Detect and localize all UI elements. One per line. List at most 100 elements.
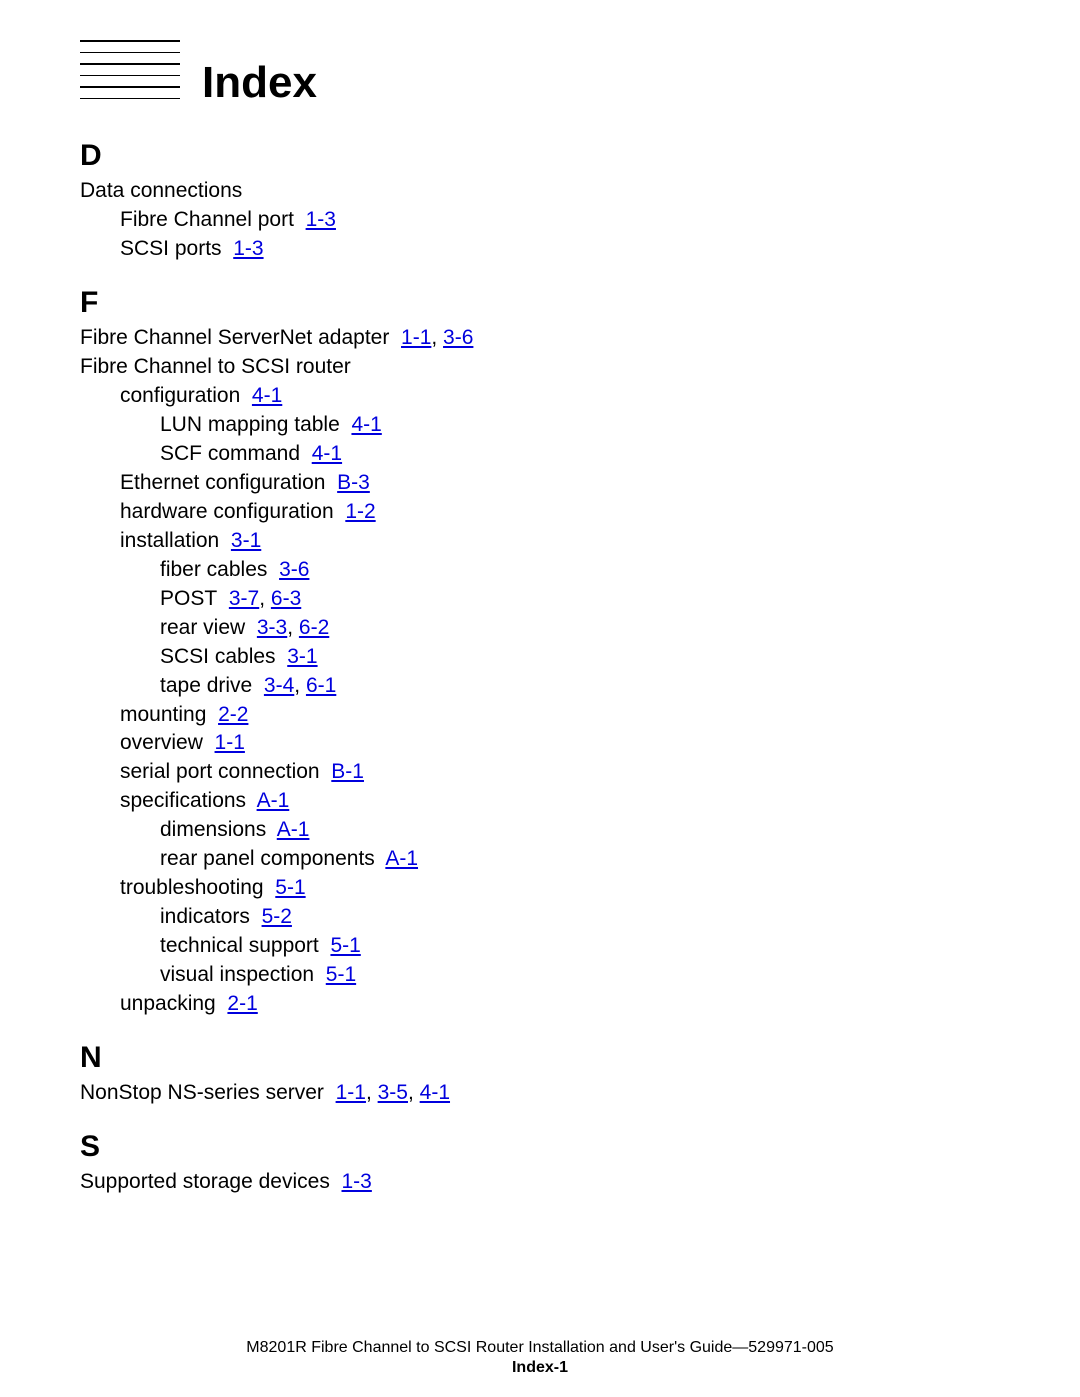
- index-entry-text: SCF command: [160, 442, 300, 465]
- index-entry: rear view 3-3, 6-2: [160, 614, 1000, 643]
- index-entry: configuration 4-1: [120, 382, 1000, 411]
- index-entry: Fibre Channel port 1-3: [120, 206, 1000, 235]
- index-page-ref[interactable]: 3-1: [287, 645, 317, 668]
- index-page-ref[interactable]: 6-3: [271, 587, 301, 610]
- index-page-ref[interactable]: 1-3: [342, 1170, 372, 1193]
- index-page-ref[interactable]: 3-6: [279, 558, 309, 581]
- decorative-line: [80, 75, 180, 77]
- section-letter: N: [80, 1041, 1000, 1075]
- index-entry: rear panel components A-1: [160, 845, 1000, 874]
- index-page-ref[interactable]: 1-1: [401, 326, 431, 349]
- index-page-ref[interactable]: 6-2: [299, 616, 329, 639]
- index-entry-text: NonStop NS-series server: [80, 1081, 324, 1104]
- index-entry-text: SCSI ports: [120, 237, 222, 260]
- index-entry-text: SCSI cables: [160, 645, 276, 668]
- index-entry: overview 1-1: [120, 729, 1000, 758]
- section-letter: D: [80, 139, 1000, 173]
- index-page-ref[interactable]: 2-1: [227, 992, 257, 1015]
- index-entry: POST 3-7, 6-3: [160, 585, 1000, 614]
- section-letter: F: [80, 286, 1000, 320]
- index-page-ref[interactable]: 5-2: [262, 905, 292, 928]
- index-entry-text: LUN mapping table: [160, 413, 340, 436]
- index-entry: mounting 2-2: [120, 701, 1000, 730]
- decorative-line: [80, 40, 180, 42]
- index-entry: specifications A-1: [120, 787, 1000, 816]
- decorative-line: [80, 86, 180, 88]
- index-entry: installation 3-1: [120, 527, 1000, 556]
- ref-separator: ,: [431, 326, 443, 349]
- page-title: Index: [202, 61, 317, 107]
- index-page-ref[interactable]: A-1: [257, 789, 290, 812]
- index-entry-text: installation: [120, 529, 219, 552]
- ref-separator: ,: [287, 616, 299, 639]
- index-entry: LUN mapping table 4-1: [160, 411, 1000, 440]
- index-entry: serial port connection B-1: [120, 758, 1000, 787]
- index-page-ref[interactable]: 3-5: [378, 1081, 408, 1104]
- index-entry: NonStop NS-series server 1-1, 3-5, 4-1: [80, 1079, 1000, 1108]
- index-page-ref[interactable]: B-1: [331, 760, 364, 783]
- index-body: DData connectionsFibre Channel port 1-3S…: [80, 139, 1000, 1197]
- index-page-ref[interactable]: 3-7: [229, 587, 259, 610]
- index-entry: Fibre Channel to SCSI router: [80, 353, 1000, 382]
- index-page-ref[interactable]: 4-1: [312, 442, 342, 465]
- ref-separator: ,: [408, 1081, 420, 1104]
- index-page-ref[interactable]: 5-1: [326, 963, 356, 986]
- footer-page-number: Index-1: [0, 1359, 1080, 1377]
- index-entry: SCF command 4-1: [160, 440, 1000, 469]
- index-entry-text: hardware configuration: [120, 500, 334, 523]
- page-footer: M8201R Fibre Channel to SCSI Router Inst…: [0, 1339, 1080, 1377]
- index-entry-text: visual inspection: [160, 963, 314, 986]
- index-page-ref[interactable]: 5-1: [330, 934, 360, 957]
- index-entry: fiber cables 3-6: [160, 556, 1000, 585]
- decorative-line: [80, 52, 180, 54]
- index-page-ref[interactable]: 5-1: [275, 876, 305, 899]
- index-page-ref[interactable]: 2-2: [218, 703, 248, 726]
- index-page-ref[interactable]: 1-1: [336, 1081, 366, 1104]
- index-page-ref[interactable]: 4-1: [252, 384, 282, 407]
- index-entry: unpacking 2-1: [120, 990, 1000, 1019]
- index-page-ref[interactable]: A-1: [277, 818, 310, 841]
- index-page-ref[interactable]: 3-3: [257, 616, 287, 639]
- index-page-ref[interactable]: B-3: [337, 471, 370, 494]
- index-page-ref[interactable]: 3-1: [231, 529, 261, 552]
- index-entry-text: rear view: [160, 616, 245, 639]
- index-entry-text: POST: [160, 587, 217, 610]
- index-entry: tape drive 3-4, 6-1: [160, 672, 1000, 701]
- index-entry-text: rear panel components: [160, 847, 375, 870]
- index-entry-text: Fibre Channel to SCSI router: [80, 355, 351, 378]
- index-entry: hardware configuration 1-2: [120, 498, 1000, 527]
- ref-separator: ,: [294, 674, 306, 697]
- index-entry: Ethernet configuration B-3: [120, 469, 1000, 498]
- index-page-ref[interactable]: 1-3: [306, 208, 336, 231]
- index-entry: technical support 5-1: [160, 932, 1000, 961]
- index-page-ref[interactable]: 4-1: [351, 413, 381, 436]
- decorative-line: [80, 63, 180, 65]
- index-entry-text: tape drive: [160, 674, 252, 697]
- index-page-ref[interactable]: 3-4: [264, 674, 294, 697]
- index-entry-text: overview: [120, 731, 203, 754]
- index-entry-text: fiber cables: [160, 558, 267, 581]
- index-entry-text: Data connections: [80, 179, 242, 202]
- index-entry-text: dimensions: [160, 818, 266, 841]
- index-entry-text: Fibre Channel ServerNet adapter: [80, 326, 389, 349]
- section-letter: S: [80, 1130, 1000, 1164]
- index-entry-text: Ethernet configuration: [120, 471, 325, 494]
- index-entry: troubleshooting 5-1: [120, 874, 1000, 903]
- index-page-ref[interactable]: 1-3: [233, 237, 263, 260]
- index-page-ref[interactable]: 6-1: [306, 674, 336, 697]
- index-page-ref[interactable]: 4-1: [420, 1081, 450, 1104]
- index-page-ref[interactable]: 1-1: [215, 731, 245, 754]
- index-entry-text: configuration: [120, 384, 240, 407]
- index-entry-text: mounting: [120, 703, 206, 726]
- index-page-ref[interactable]: 3-6: [443, 326, 473, 349]
- index-entry-text: serial port connection: [120, 760, 320, 783]
- index-entry: visual inspection 5-1: [160, 961, 1000, 990]
- index-page-ref[interactable]: 1-2: [345, 500, 375, 523]
- index-entry-text: Supported storage devices: [80, 1170, 330, 1193]
- index-entry-text: technical support: [160, 934, 319, 957]
- index-entry: Supported storage devices 1-3: [80, 1168, 1000, 1197]
- index-page-ref[interactable]: A-1: [385, 847, 418, 870]
- decorative-line: [80, 98, 180, 100]
- index-entry-text: Fibre Channel port: [120, 208, 294, 231]
- index-entry: Data connections: [80, 177, 1000, 206]
